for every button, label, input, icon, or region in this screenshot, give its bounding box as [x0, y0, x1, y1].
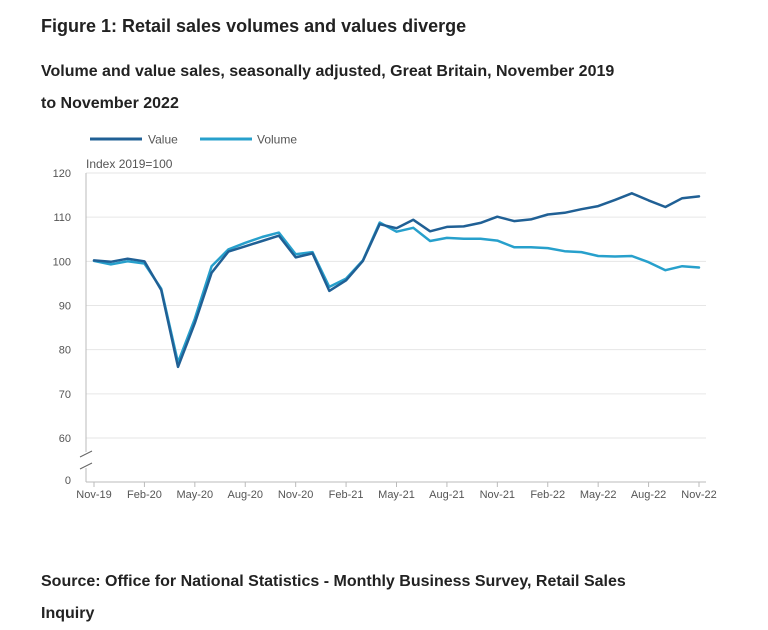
x-tick-label: Feb-20: [127, 489, 162, 501]
gridlines: [86, 172, 706, 439]
x-tick-label: Nov-20: [278, 489, 313, 501]
x-tick-label: Nov-22: [681, 489, 716, 501]
y-tick-label: 0: [65, 475, 71, 487]
legend-label-value: Value: [148, 133, 178, 147]
legend: Value Volume: [90, 133, 297, 147]
y-tick-label: 110: [53, 212, 71, 224]
x-tick-label: Feb-22: [530, 489, 565, 501]
chart-subtitle: Volume and value sales, seasonally adjus…: [41, 63, 615, 112]
y-tick-label: 100: [53, 256, 71, 268]
x-tick-label: May-22: [580, 489, 617, 501]
y-tick-label: 120: [53, 168, 71, 180]
x-tick-label: Aug-22: [631, 489, 666, 501]
axis-break-mark: [79, 462, 93, 470]
y-tick-label: 60: [59, 433, 71, 445]
line-chart: Value Volume Index 2019=100 0 60 70 80 90 100…: [53, 133, 717, 502]
source-note: Source: Office for National Statistics -…: [41, 573, 626, 622]
x-tick-label: Nov-21: [480, 489, 515, 501]
y-tick-label: 80: [59, 345, 71, 357]
axes: [79, 173, 706, 483]
y-axis-unit-label: Index 2019=100: [86, 157, 173, 171]
y-tick-label: 70: [59, 389, 71, 401]
series-line-value: [92, 192, 701, 369]
chart-title: Figure 1: Retail sales volumes and value…: [41, 16, 467, 36]
x-tick-label: Aug-20: [228, 489, 263, 501]
x-tick-label: Nov-19: [76, 489, 111, 501]
legend-label-volume: Volume: [257, 133, 297, 147]
x-tick-label: Feb-21: [329, 489, 364, 501]
x-tick-label: May-20: [176, 489, 213, 501]
x-tick-label: May-21: [378, 489, 415, 501]
series-line-volume: [92, 221, 701, 364]
axis-break-mark: [79, 450, 93, 458]
y-axis-ticks: 0 60 70 80 90 100 110 120: [53, 168, 71, 487]
series-lines: [92, 192, 701, 369]
x-axis-ticks: Nov-19 Feb-20 May-20 Aug-20 Nov-20 Feb-21 May-…: [76, 482, 717, 501]
y-tick-label: 90: [59, 301, 71, 313]
x-tick-label: Aug-21: [429, 489, 464, 501]
